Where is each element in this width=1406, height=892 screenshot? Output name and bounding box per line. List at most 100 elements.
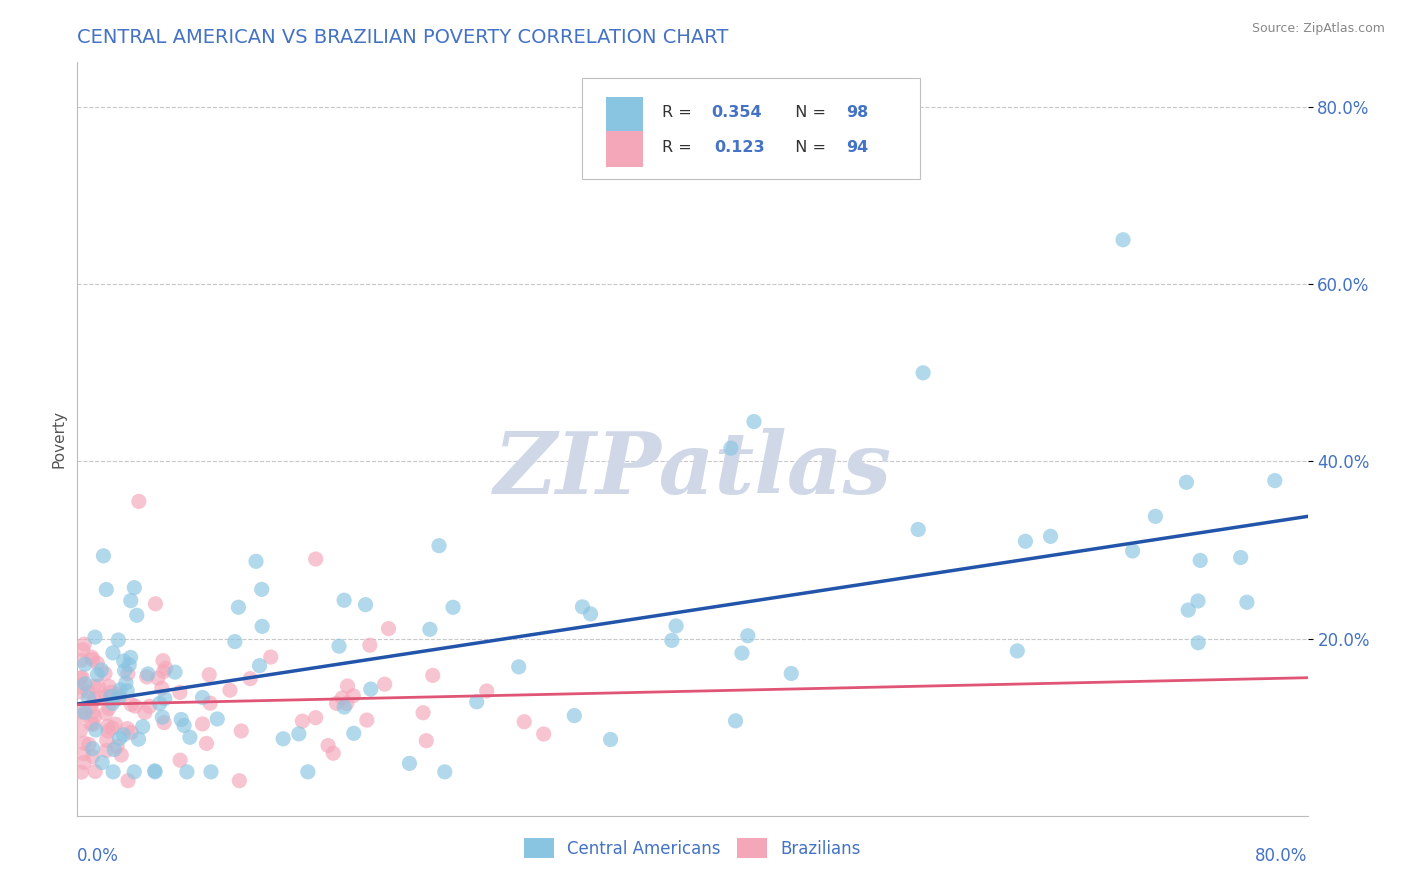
Point — [94, 666, 117, 681]
Point — [665, 619, 688, 633]
Point — [155, 661, 177, 675]
Text: 94: 94 — [846, 140, 869, 155]
Point — [80, 650, 103, 665]
Point — [191, 690, 214, 705]
Point — [70, 765, 93, 780]
Point — [69, 671, 91, 685]
Text: 80.0%: 80.0% — [1256, 847, 1308, 864]
Point — [72, 643, 94, 657]
Point — [84, 723, 107, 737]
Point — [661, 633, 683, 648]
Point — [1144, 509, 1167, 524]
Point — [737, 629, 759, 643]
Point — [1229, 550, 1251, 565]
Point — [377, 622, 399, 636]
Point — [96, 733, 118, 747]
Point — [143, 764, 166, 779]
Point — [305, 552, 328, 566]
Legend: Central Americans, Brazilians: Central Americans, Brazilians — [517, 832, 868, 864]
Point — [112, 654, 135, 668]
Point — [72, 747, 94, 761]
Point — [333, 700, 356, 714]
Point — [354, 598, 377, 612]
Point — [134, 706, 156, 720]
Text: CENTRAL AMERICAN VS BRAZILIAN POVERTY CORRELATION CHART: CENTRAL AMERICAN VS BRAZILIAN POVERTY CO… — [77, 28, 728, 47]
Point — [101, 721, 124, 735]
Point — [415, 733, 437, 747]
Text: 0.354: 0.354 — [711, 105, 762, 120]
Point — [224, 634, 246, 648]
Text: R =: R = — [662, 140, 702, 155]
Point — [104, 717, 127, 731]
Point — [117, 666, 139, 681]
Point — [73, 706, 96, 720]
Point — [98, 680, 121, 694]
Point — [173, 718, 195, 732]
Point — [138, 699, 160, 714]
Point — [93, 549, 115, 563]
Point — [145, 597, 167, 611]
Point — [1039, 529, 1062, 543]
Point — [508, 660, 530, 674]
FancyBboxPatch shape — [606, 131, 644, 168]
Point — [96, 582, 118, 597]
Point — [207, 712, 229, 726]
Point — [94, 706, 117, 721]
Point — [169, 685, 191, 699]
Point — [128, 494, 150, 508]
Point — [101, 646, 124, 660]
Point — [316, 739, 339, 753]
Point — [118, 657, 141, 672]
Point — [136, 667, 159, 681]
Point — [73, 677, 96, 691]
Point — [441, 600, 464, 615]
Point — [170, 713, 193, 727]
Point — [77, 690, 100, 705]
Point — [96, 690, 118, 704]
Point — [82, 705, 104, 719]
Point — [333, 593, 356, 607]
Point — [86, 656, 108, 670]
Point — [153, 691, 176, 706]
Point — [533, 727, 555, 741]
Point — [198, 667, 221, 681]
Point — [120, 593, 142, 607]
Point — [325, 697, 347, 711]
Point — [90, 663, 112, 677]
Point — [176, 764, 198, 779]
Point — [1189, 553, 1212, 567]
Point — [427, 539, 450, 553]
Text: 0.123: 0.123 — [714, 140, 765, 155]
Text: R =: R = — [662, 105, 696, 120]
Point — [228, 600, 250, 615]
Point — [360, 682, 382, 697]
Point — [127, 732, 149, 747]
Point — [100, 690, 122, 704]
Point — [342, 689, 364, 703]
Point — [297, 764, 319, 779]
Point — [82, 717, 104, 731]
Point — [120, 698, 142, 712]
Point — [110, 747, 132, 762]
Point — [336, 697, 359, 711]
Point — [90, 690, 112, 705]
Point — [359, 638, 381, 652]
Point — [322, 746, 344, 760]
Point — [146, 671, 169, 685]
Point — [260, 650, 283, 665]
Point — [179, 731, 201, 745]
Point — [742, 415, 765, 429]
Point — [149, 697, 172, 711]
Point — [513, 714, 536, 729]
Point — [77, 684, 100, 698]
Point — [1122, 544, 1144, 558]
Text: ZIPatlas: ZIPatlas — [494, 427, 891, 511]
Point — [153, 715, 176, 730]
Y-axis label: Poverty: Poverty — [51, 410, 66, 468]
Point — [150, 681, 173, 695]
Point — [108, 682, 131, 697]
Point — [107, 632, 129, 647]
Point — [579, 607, 602, 621]
Point — [114, 676, 136, 690]
Point — [103, 742, 125, 756]
